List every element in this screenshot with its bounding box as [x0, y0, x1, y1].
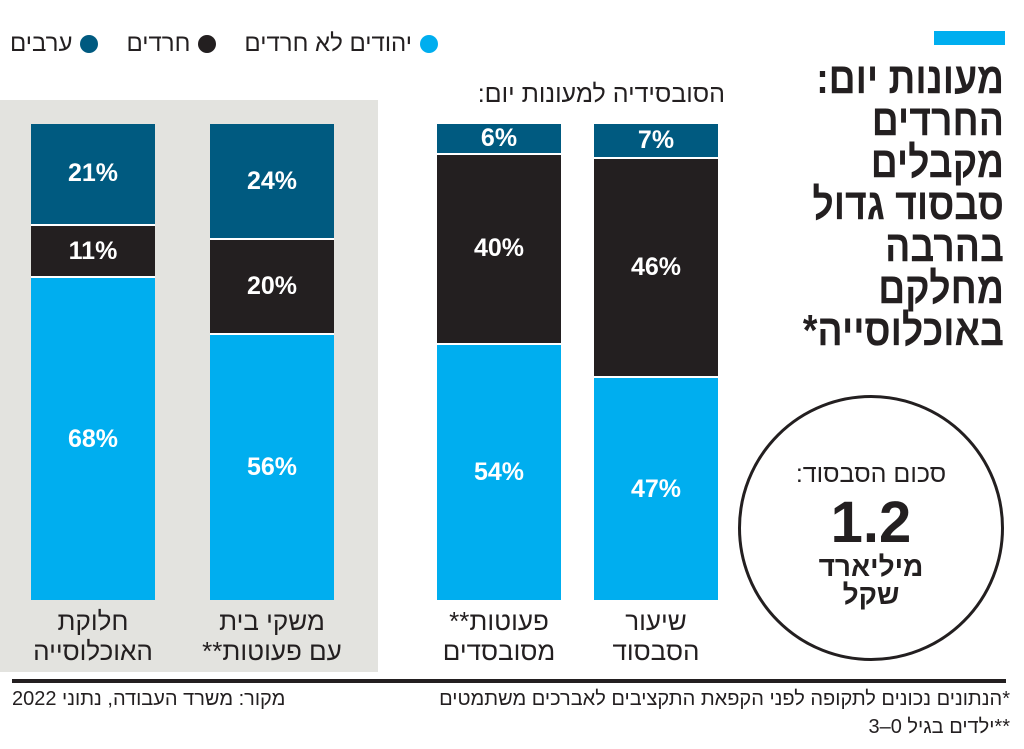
footnote-2: **ילדים בגיל 0–3	[868, 716, 1011, 738]
data-label: 6%	[480, 123, 518, 152]
bar-segment: 40%	[437, 152, 561, 343]
accent-bar	[934, 31, 1005, 45]
bar: 56% 20% 24%	[210, 124, 334, 600]
data-label: 20%	[246, 272, 298, 301]
data-label: 46%	[630, 253, 682, 282]
bar-segment: 46%	[594, 157, 718, 377]
legend-dot	[420, 35, 439, 53]
data-label: 56%	[246, 453, 298, 482]
data-label: 7%	[637, 126, 675, 155]
footnote-1: *הנתונים נכונים לתקופה לפני הקפאת התקציב…	[439, 688, 1010, 710]
bar-segment: 7%	[594, 124, 718, 158]
data-label: 40%	[473, 234, 525, 263]
legend-label: יהודים לא חרדים	[244, 30, 413, 57]
data-label: 24%	[246, 166, 298, 195]
bar-segment: 11%	[31, 223, 155, 277]
footer-rule	[12, 679, 1006, 683]
data-label: 21%	[67, 159, 119, 188]
bar-segment: 21%	[31, 124, 155, 224]
bar-segment: 47%	[594, 376, 718, 600]
callout-unit: מיליארד שקל	[818, 551, 924, 610]
category-label: חלוקת האוכלוסייה	[33, 606, 153, 666]
chart-subtitle: הסובסידיה למעונות יום:	[477, 80, 725, 108]
legend-dot	[198, 35, 217, 53]
data-label: 68%	[67, 424, 119, 453]
legend-label: ערבים	[10, 30, 73, 57]
category-label: משקי בית עם פעוטות**	[202, 606, 342, 666]
bar: 68% 11% 21%	[31, 124, 155, 600]
bar: 54% 40% 6%	[437, 124, 561, 600]
legend-label: חרדים	[126, 30, 191, 57]
category-label: פעוטות** מסובסדים	[442, 606, 556, 666]
bar-segment: 20%	[210, 238, 334, 334]
bar-segment: 24%	[210, 124, 334, 239]
data-label: 54%	[473, 457, 525, 486]
legend-item-arabs: ערבים	[10, 30, 99, 58]
category-label: שיעור הסבסוד	[612, 606, 700, 666]
bar-segment: 68%	[31, 276, 155, 600]
legend-item-jews: יהודים לא חרדים	[244, 30, 439, 58]
legend: ערבים חרדים יהודים לא חרדים	[10, 30, 439, 58]
bar-segment: 54%	[437, 342, 561, 600]
legend-item-haredim: חרדים	[126, 30, 217, 58]
bar-segment: 6%	[437, 124, 561, 153]
source: מקור: משרד העבודה, נתוני 2022	[12, 688, 286, 710]
callout-value: 1.2	[830, 490, 912, 555]
legend-dot	[80, 35, 99, 53]
callout-label: סכום הסבסוד:	[795, 460, 947, 488]
subsidy-callout: סכום הסבסוד: 1.2 מיליארד שקל	[738, 395, 1004, 661]
bar: 47% 46% 7%	[594, 124, 718, 600]
data-label: 11%	[68, 236, 118, 265]
data-label: 47%	[630, 474, 682, 503]
bar-segment: 56%	[210, 333, 334, 600]
chart-title: מעונות יום: החרדים מקבלים סבסוד גדול בהר…	[802, 54, 1004, 355]
